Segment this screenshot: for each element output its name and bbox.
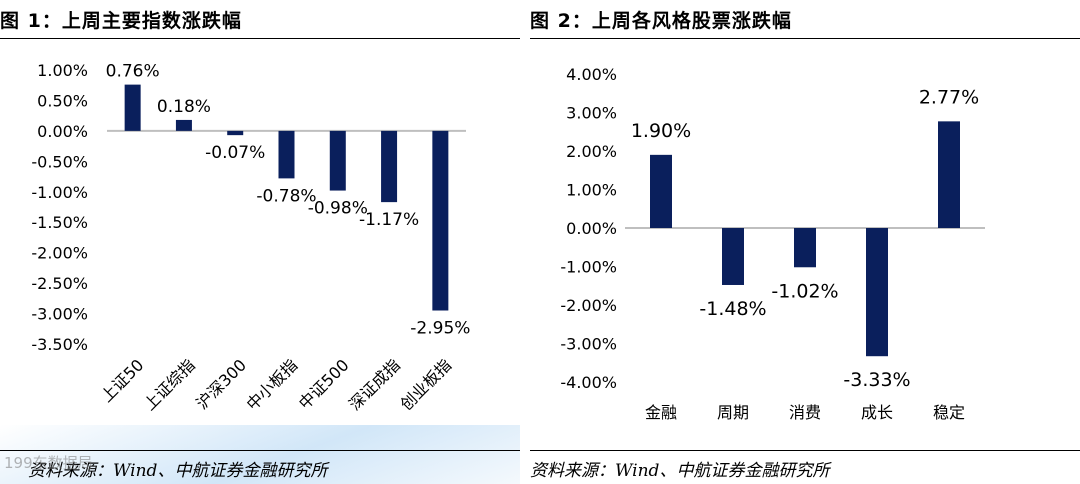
y-tick-label: 0.50% bbox=[37, 91, 88, 110]
watermark-text: 199东数据局 bbox=[4, 454, 93, 472]
bar bbox=[227, 130, 244, 136]
bar bbox=[650, 154, 672, 228]
data-label: -1.48% bbox=[699, 298, 766, 320]
figure-1-source-rule bbox=[0, 450, 520, 451]
x-tick-label: 创业板指 bbox=[396, 355, 455, 414]
y-tick-label: -1.50% bbox=[31, 213, 88, 232]
data-label: -0.98% bbox=[308, 199, 368, 219]
figure-1-source: 资料来源：Wind、中航证券金融研究所 bbox=[28, 461, 328, 481]
bar bbox=[722, 228, 744, 285]
figure-1-title-rule bbox=[0, 38, 520, 39]
data-label: 0.18% bbox=[157, 97, 211, 117]
x-tick-label: 上证综指 bbox=[140, 355, 199, 414]
figure-2-title-rule bbox=[530, 38, 1080, 39]
y-tick-label: -3.50% bbox=[31, 335, 88, 354]
data-label: 1.90% bbox=[631, 120, 691, 142]
bar bbox=[278, 130, 295, 179]
y-tick-label: 0.00% bbox=[566, 219, 617, 238]
data-label: 2.77% bbox=[919, 86, 979, 108]
figure-1-title: 图 1：上周主要指数涨跌幅 bbox=[0, 10, 242, 32]
y-tick-label: -2.00% bbox=[560, 296, 617, 315]
y-tick-label: -2.00% bbox=[31, 244, 88, 263]
x-tick-label: 成长 bbox=[861, 403, 893, 422]
y-tick-label: -3.00% bbox=[31, 305, 88, 324]
data-label: -1.02% bbox=[771, 280, 838, 302]
bar bbox=[866, 228, 888, 357]
bar bbox=[381, 130, 398, 203]
bar bbox=[329, 130, 346, 191]
figure-2-title: 图 2：上周各风格股票涨跌幅 bbox=[530, 10, 792, 32]
y-tick-label: -2.50% bbox=[31, 274, 88, 293]
x-tick-label: 消费 bbox=[789, 403, 821, 422]
bar bbox=[124, 84, 141, 131]
y-tick-label: -0.50% bbox=[31, 152, 88, 171]
data-label: -3.33% bbox=[843, 369, 910, 391]
x-tick-label: 沪深300 bbox=[192, 355, 250, 413]
x-tick-label: 上证50 bbox=[97, 355, 147, 405]
y-tick-label: 4.00% bbox=[566, 65, 617, 84]
bar bbox=[938, 121, 960, 228]
bar bbox=[432, 130, 449, 311]
x-tick-label: 稳定 bbox=[933, 403, 965, 422]
data-label: -2.95% bbox=[410, 319, 470, 339]
x-tick-label: 中小板指 bbox=[243, 355, 302, 414]
y-tick-label: 2.00% bbox=[566, 142, 617, 161]
figure-2-source: 资料来源：Wind、中航证券金融研究所 bbox=[530, 461, 830, 481]
data-label: 0.76% bbox=[106, 62, 160, 82]
x-tick-label: 深证成指 bbox=[345, 355, 404, 414]
x-tick-label: 金融 bbox=[645, 403, 677, 422]
bar bbox=[175, 119, 192, 131]
y-tick-label: -4.00% bbox=[560, 373, 617, 392]
y-tick-label: 0.00% bbox=[37, 122, 88, 141]
figure-1-chart: 1.00% 0.50% 0.00% -0.50% -1.00% -1.50% -2.00% -… bbox=[31, 61, 470, 414]
y-tick-label: 1.00% bbox=[37, 61, 88, 80]
figure-2-source-rule bbox=[530, 450, 1080, 451]
background-decoration bbox=[0, 425, 520, 484]
figure-2-chart: 4.00% 3.00% 2.00% 1.00% 0.00% -1.00% -2.00% -3.… bbox=[560, 65, 985, 422]
y-tick-label: 3.00% bbox=[566, 104, 617, 123]
x-tick-label: 中证500 bbox=[295, 355, 353, 413]
data-label: -1.17% bbox=[359, 210, 419, 230]
data-label: -0.07% bbox=[205, 143, 265, 163]
data-label: -0.78% bbox=[256, 186, 316, 206]
bar bbox=[794, 228, 816, 268]
y-tick-label: -1.00% bbox=[31, 183, 88, 202]
x-tick-label: 周期 bbox=[717, 403, 749, 422]
y-tick-label: 1.00% bbox=[566, 181, 617, 200]
y-tick-label: -3.00% bbox=[560, 335, 617, 354]
y-tick-label: -1.00% bbox=[560, 258, 617, 277]
